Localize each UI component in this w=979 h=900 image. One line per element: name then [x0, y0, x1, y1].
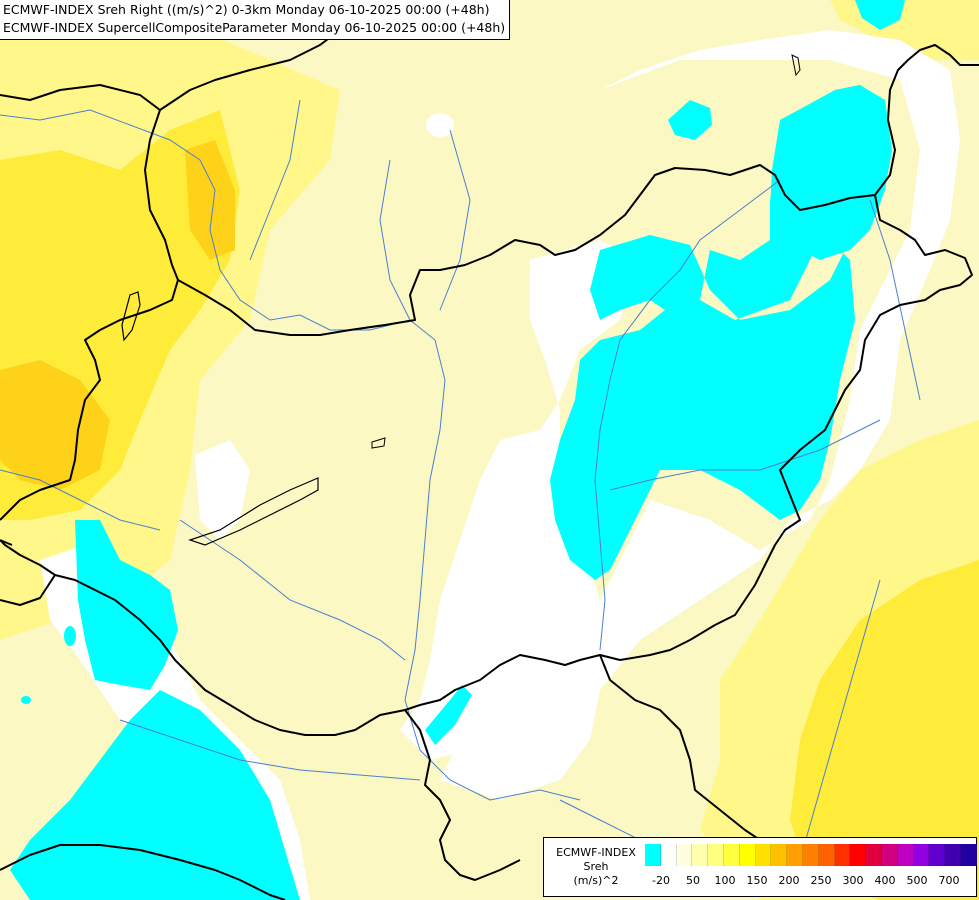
legend-swatches [645, 844, 977, 866]
cyan-blob-tiny [21, 696, 31, 704]
legend-tick-label: 400 [874, 874, 896, 887]
legend-swatch [692, 844, 709, 866]
border-slovenia [0, 574, 56, 606]
map-header: ECMWF-INDEX Sreh Right ((m/s)^2) 0-3km M… [0, 0, 511, 40]
legend-tick-label: 200 [778, 874, 800, 887]
deep-yellow-west [0, 360, 110, 490]
legend-tick-label: 300 [842, 874, 864, 887]
legend-tick-label: 150 [746, 874, 768, 887]
lake-small-2 [791, 54, 801, 77]
border-austria-czech [0, 109, 179, 521]
legend-tick-label: 500 [906, 874, 928, 887]
river-mures [609, 419, 881, 491]
legend-swatch [676, 844, 693, 866]
border-romania-hungary [0, 194, 973, 736]
river-drava [179, 519, 406, 661]
cyan-blob-top [668, 100, 712, 140]
legend-parameter: Sreh [583, 860, 609, 873]
legend-tick-label: 700 [938, 874, 960, 887]
cyan-blob-corner [855, 0, 905, 30]
header-line-scp: ECMWF-INDEX SupercellCompositeParameter … [3, 20, 506, 35]
legend-swatch [708, 844, 724, 866]
legend-swatch [850, 844, 867, 866]
legend-swatch [723, 844, 740, 866]
legend-swatch [945, 844, 961, 866]
legend-swatch [771, 844, 788, 866]
legend-swatch [881, 844, 898, 866]
legend-swatch [960, 844, 977, 866]
border-serbia-romania [599, 654, 761, 841]
river-olt [799, 579, 881, 861]
cyan-blob-danube [425, 685, 472, 745]
rivers [0, 99, 921, 861]
legend-swatch [645, 844, 661, 866]
legend-swatch [802, 844, 819, 866]
legend-tick-label: 100 [714, 874, 736, 887]
legend-tick-label: -20 [652, 874, 670, 887]
legend-swatch [913, 844, 930, 866]
river-morava [249, 99, 301, 261]
legend-title: ECMWF-INDEX Sreh (m/s)^2 [550, 846, 642, 888]
white-zone-center [400, 240, 640, 760]
legend-ticks: -20 50 100 150 200 250 300 400 500 700 [645, 874, 975, 890]
legend-swatch [834, 844, 851, 866]
cyan-blob-small [64, 626, 76, 646]
river-sava [119, 719, 421, 781]
legend-swatch [787, 844, 803, 866]
cyan-zone-southwest [75, 520, 178, 690]
legend-tick-label: 50 [686, 874, 700, 887]
lake-small-1 [371, 437, 386, 449]
yellow-core-east [790, 560, 979, 900]
cyan-zone-northeast [770, 85, 892, 260]
cyan-zone-south [10, 690, 300, 900]
border-croatia-serbia [404, 709, 521, 881]
legend-tick-label: 250 [810, 874, 832, 887]
legend-swatch [755, 844, 772, 866]
legend-swatch [929, 844, 946, 866]
river-hron [439, 129, 471, 311]
white-patch-top [426, 113, 454, 137]
lake-balaton [188, 477, 319, 546]
legend-unit: (m/s)^2 [573, 874, 619, 887]
river-west [0, 469, 161, 531]
color-legend: ECMWF-INDEX Sreh (m/s)^2 -20 50 100 150 200 2… [543, 837, 977, 897]
legend-swatch [897, 844, 914, 866]
border-austria-italy [0, 539, 13, 546]
border-ukraine-romania [874, 44, 979, 196]
deep-yellow-north [185, 140, 235, 260]
legend-swatch [660, 844, 677, 866]
legend-model: ECMWF-INDEX [556, 846, 636, 859]
white-zone-west [195, 440, 250, 540]
header-line-sreh: ECMWF-INDEX Sreh Right ((m/s)^2) 0-3km M… [3, 2, 490, 17]
lake-neusiedl [121, 291, 141, 342]
legend-swatch [818, 844, 835, 866]
legend-swatch [739, 844, 756, 866]
border-hungary-north [177, 164, 876, 336]
river-vah [379, 159, 411, 321]
river-tisza [594, 179, 781, 651]
border-croatia-bosnia [0, 844, 286, 900]
river-siret [869, 199, 921, 401]
legend-swatch [866, 844, 882, 866]
